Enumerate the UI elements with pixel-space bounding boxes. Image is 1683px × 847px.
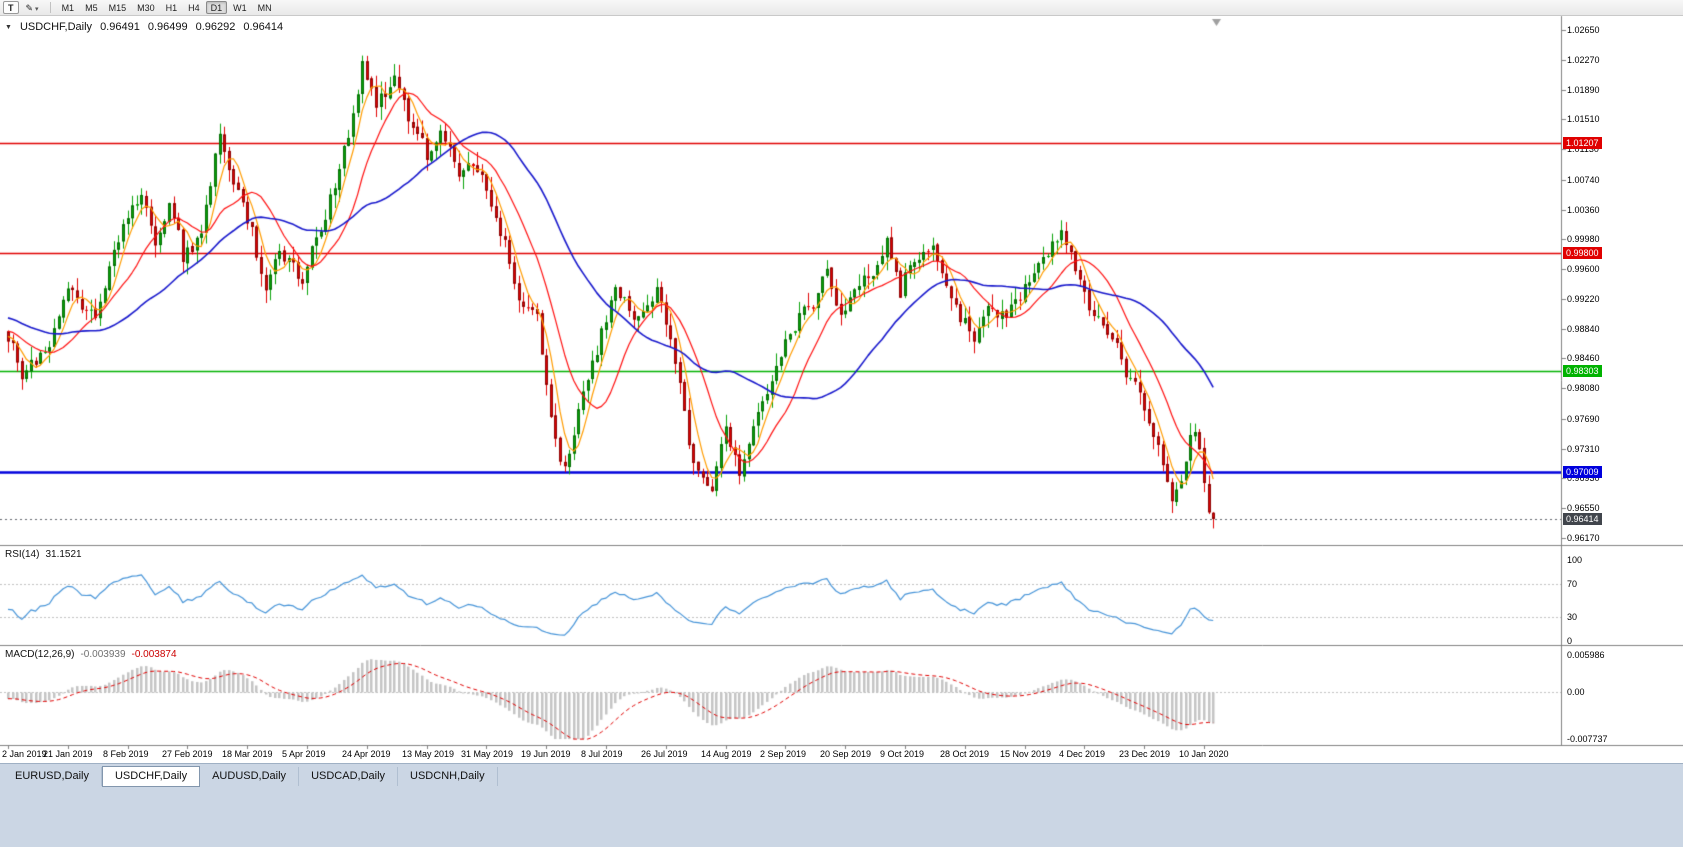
current-price-tag: 0.96414 — [1563, 513, 1602, 525]
price-axis-tick: 1.02270 — [1567, 55, 1600, 65]
date-axis-tick: 23 Dec 2019 — [1119, 749, 1171, 759]
date-axis-tick: 21 Jan 2019 — [43, 749, 93, 759]
date-axis-tick: 15 Nov 2019 — [1000, 749, 1052, 759]
macd-axis-tick: 0.00 — [1567, 687, 1585, 697]
symbol-title: USDCHF,Daily — [19, 21, 93, 33]
date-axis-tick: 28 Oct 2019 — [940, 749, 990, 759]
price-axis-tick: 1.00360 — [1567, 205, 1600, 215]
hline-price-tag: 1.01207 — [1563, 137, 1602, 149]
chevron-down-icon: ▾ — [35, 6, 39, 13]
date-axis-tick: 2 Sep 2019 — [760, 749, 807, 759]
date-axis-tick: 4 Dec 2019 — [1059, 749, 1106, 759]
collapse-arrow-icon[interactable]: ▼ — [5, 23, 12, 31]
symbol-ohlc-label: ▼ USDCHF,Daily 0.96491 0.96499 0.96292 0… — [5, 21, 283, 33]
price-axis-tick: 1.01130 — [1567, 144, 1599, 154]
ohlc-low: 0.96292 — [195, 21, 236, 33]
price-axis-tick: 0.99600 — [1567, 264, 1600, 274]
rsi-title: RSI(14) — [5, 549, 40, 560]
macd-signal-value: -0.003874 — [131, 649, 177, 660]
date-axis-tick: 24 Apr 2019 — [342, 749, 391, 759]
ohlc-high: 0.96499 — [147, 21, 188, 33]
price-axis[interactable] — [1562, 16, 1682, 746]
rsi-axis-tick: 0 — [1567, 636, 1573, 646]
toolbar-separator — [49, 2, 51, 13]
date-axis-tick: 27 Feb 2019 — [162, 749, 213, 759]
chart-tab-bar: EURUSD,Daily USDCHF,Daily AUDUSD,Daily USDC… — [0, 763, 1683, 847]
price-axis-tick: 0.98840 — [1567, 324, 1600, 334]
rsi-axis-tick: 30 — [1567, 612, 1578, 622]
date-axis-tick: 9 Oct 2019 — [880, 749, 925, 759]
price-axis-tick: 0.98080 — [1567, 383, 1600, 393]
price-axis-tick: 0.96550 — [1567, 503, 1600, 513]
top-toolbar: T ✎ ▾ M1 M5 M15 M30 H1 H4 D1 W1 MN — [0, 0, 1683, 16]
price-axis-tick: 0.99220 — [1567, 294, 1600, 304]
date-axis-tick: 8 Feb 2019 — [103, 749, 149, 759]
date-axis-tick: 31 May 2019 — [461, 749, 514, 759]
price-axis-tick: 1.00740 — [1567, 175, 1600, 185]
rsi-axis-tick: 70 — [1567, 579, 1578, 589]
date-axis-tick: 13 May 2019 — [402, 749, 455, 759]
timeframe-m5-button[interactable]: M5 — [85, 3, 98, 13]
chart-tab-audusd[interactable]: AUDUSD,Daily — [200, 767, 300, 786]
macd-axis-tick: 0.005986 — [1567, 650, 1605, 660]
timeframe-m1-button[interactable]: M1 — [61, 3, 75, 13]
rsi-value: 31.1521 — [45, 549, 82, 560]
price-axis-tick: 0.96170 — [1567, 533, 1600, 543]
date-axis-tick: 26 Jul 2019 — [641, 749, 688, 759]
rsi-label: RSI(14) 31.1521 — [5, 549, 82, 560]
date-axis-tick: 10 Jan 2020 — [1179, 749, 1229, 759]
chart-tab-usdcnh[interactable]: USDCNH,Daily — [398, 767, 498, 786]
macd-label: MACD(12,26,9) -0.003939 -0.003874 — [5, 649, 177, 660]
date-axis-tick: 5 Apr 2019 — [282, 749, 326, 759]
date-axis-tick: 19 Jun 2019 — [521, 749, 571, 759]
date-axis-tick: 20 Sep 2019 — [820, 749, 872, 759]
timeframe-group: M1 M5 M15 M30 H1 H4 D1 W1 MN — [57, 1, 277, 14]
date-axis-tick: 8 Jul 2019 — [581, 749, 623, 759]
price-axis-tick: 1.01890 — [1567, 85, 1600, 95]
price-axis-tick: 0.96930 — [1567, 473, 1600, 483]
price-axis-tick: 0.97690 — [1567, 414, 1600, 424]
price-axis-tick: 0.98460 — [1567, 353, 1600, 363]
timeframe-m15-button[interactable]: M15 — [108, 3, 127, 13]
chart-tab-eurusd[interactable]: EURUSD,Daily — [3, 767, 102, 786]
chart-tab-row: EURUSD,Daily USDCHF,Daily AUDUSD,Daily USDC… — [3, 766, 1683, 787]
macd-title: MACD(12,26,9) — [5, 649, 75, 660]
hline-price-tag: 0.98303 — [1563, 365, 1602, 377]
timeframe-m30-button[interactable]: M30 — [137, 3, 155, 13]
ohlc-open: 0.96491 — [100, 21, 140, 33]
ohlc-close: 0.96414 — [243, 21, 284, 33]
timeframe-mn-button[interactable]: MN — [257, 3, 272, 13]
chart-tab-usdcad[interactable]: USDCAD,Daily — [299, 767, 399, 786]
timeframe-w1-button[interactable]: W1 — [233, 3, 247, 13]
timeframe-h4-button[interactable]: H4 — [188, 3, 200, 13]
price-axis-tick: 0.97310 — [1567, 444, 1600, 454]
timeframe-h1-button[interactable]: H1 — [165, 3, 178, 13]
pencil-icon: ✎ — [25, 3, 34, 13]
draw-tool-button[interactable]: ✎ ▾ — [21, 1, 44, 14]
price-axis-tick: 1.01510 — [1567, 114, 1600, 124]
chart-type-button[interactable]: T — [3, 1, 19, 14]
date-axis-tick: 18 Mar 2019 — [222, 749, 273, 759]
price-axis-tick: 0.99980 — [1567, 234, 1600, 244]
rsi-axis-tick: 100 — [1567, 555, 1583, 565]
date-axis-tick: 2 Jan 2019 — [2, 749, 47, 759]
chart-tab-usdchf[interactable]: USDCHF,Daily — [101, 766, 201, 787]
hline-price-tag: 0.97009 — [1563, 466, 1602, 478]
timeframe-d1-button[interactable]: D1 — [205, 1, 228, 14]
date-axis-tick: 14 Aug 2019 — [701, 749, 752, 759]
macd-main-value: -0.003939 — [80, 649, 126, 660]
macd-axis-tick: -0.007737 — [1567, 734, 1608, 744]
price-axis-tick: 1.02650 — [1567, 25, 1600, 35]
hline-price-tag: 0.99800 — [1563, 247, 1602, 259]
